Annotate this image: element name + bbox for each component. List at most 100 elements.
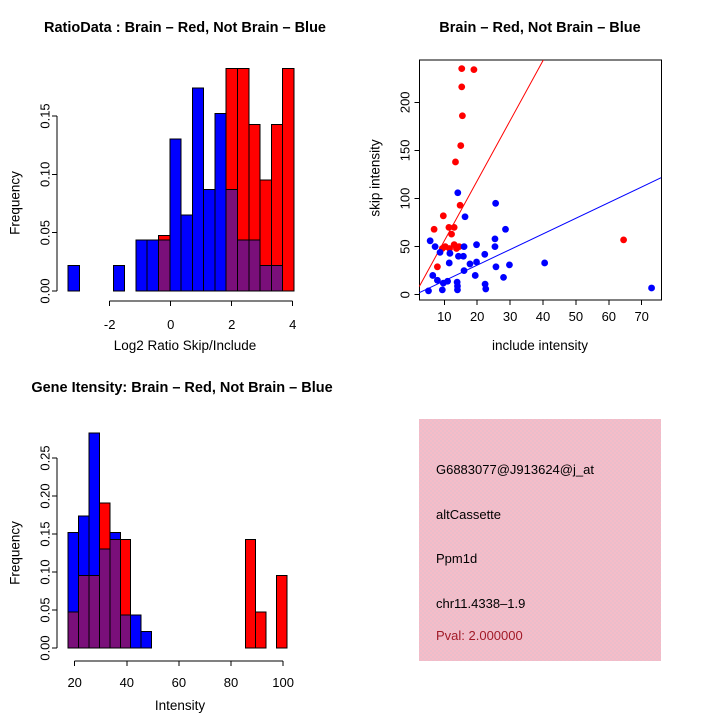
scatter-ylabel: skip intensity: [367, 139, 383, 217]
x-axis: 20 40 60 80 100: [67, 661, 294, 690]
blue-scatter-point: [648, 284, 655, 292]
x-tick-label: 20: [67, 675, 81, 690]
x-tick-label: 50: [569, 309, 583, 324]
y-tick-label: 0.00: [38, 278, 53, 303]
gene-intensity-histogram-panel: 20 40 60 80 100 0.00 0.05 0.10 0.15 0.20 0.25 Gene…: [0, 360, 360, 720]
gene-intensity-histogram-canvas: 20 40 60 80 100 0.00 0.05 0.10 0.15 0.20 0.25: [38, 432, 294, 690]
blue-scatter-point: [455, 252, 462, 260]
y-tick-label: 0.10: [38, 559, 53, 584]
y-tick-label: 0.05: [38, 597, 53, 622]
red-scatter-point: [439, 212, 447, 220]
red-scatter-point: [445, 223, 453, 231]
red-scatter-point: [457, 142, 465, 149]
gene-intensity-histogram-ylabel: Frequency: [7, 521, 23, 585]
blue-scatter-point: [461, 213, 469, 221]
blue-scatter-point: [454, 286, 461, 294]
blue-scatter-point: [492, 263, 500, 271]
splice-type-text: altCassette: [435, 506, 502, 522]
blue-scatter-point: [439, 279, 447, 287]
x-axis: 10 20 30 40 50 60 70: [437, 300, 649, 324]
gene-intensity-histogram-xlabel: Intensity: [154, 698, 206, 713]
overlap-hist-bar: [67, 611, 80, 649]
overlap-hist-bar: [270, 265, 284, 292]
ratio-histogram-ylabel: Frequency: [7, 171, 23, 235]
red-scatter-point: [433, 263, 441, 271]
overlap-hist-bar: [109, 538, 121, 649]
overlap-hist-bar: [225, 188, 238, 292]
x-tick-label: 40: [536, 309, 550, 324]
overlap-hist-bar: [119, 614, 132, 649]
ratio-histogram-canvas: -2 0 2 4 0.00 0.05 0.10 0.15: [38, 68, 296, 332]
red-scatter-point: [448, 230, 455, 238]
plot-box: [418, 59, 663, 301]
y-tick-label: 0.15: [38, 521, 53, 546]
ratio-histogram-panel: -2 0 2 4 0.00 0.05 0.10 0.15 RatioData : Brain …: [0, 0, 360, 360]
x-tick-label: 2: [228, 317, 235, 332]
red-scatter-point: [458, 112, 466, 120]
blue-hist-bar: [214, 112, 227, 292]
blue-scatter-point: [436, 248, 444, 256]
red-scatter-point: [452, 158, 459, 166]
x-tick-label: 0: [167, 317, 174, 332]
red-scatter-point: [458, 65, 466, 73]
gene-name-text: Ppm1d: [435, 550, 478, 566]
blue-scatter-point: [491, 243, 499, 251]
gene-intensity-histogram-title: Gene Itensity: Brain – Red, Not Brain – …: [31, 380, 333, 396]
y-tick-label: 0.20: [38, 483, 53, 508]
y-axis: 0.00 0.05 0.10 0.15 0.20 0.25: [38, 445, 57, 661]
red-scatter-point: [450, 223, 458, 231]
ratio-histogram-title: RatioData : Brain – Red, Not Brain – Blu…: [44, 20, 326, 36]
blue-fit-line: [419, 177, 662, 294]
y-tick-label: 100: [398, 188, 413, 210]
blue-scatter-point: [431, 243, 439, 251]
pval-text: Pval: 2.000000: [435, 628, 523, 644]
y-tick-label: 0.00: [38, 635, 53, 660]
locus-text: chr11.4338–1.9: [435, 596, 526, 612]
blue-hist-bar: [191, 87, 205, 292]
blue-hist-bar: [130, 614, 142, 649]
red-scatter-point: [456, 201, 464, 209]
blue-scatter-point: [473, 241, 480, 249]
blue-hist-bar: [169, 138, 182, 292]
blue-scatter-point: [506, 261, 513, 269]
scatter-panel: 10 20 30 40 50 60 70 0 50 100 150 200 Brain – Red, …: [360, 0, 720, 360]
y-tick-label: 50: [398, 239, 413, 253]
red-hist-bar: [255, 611, 267, 649]
x-axis: -2 0 2 4: [104, 301, 296, 332]
overlap-hist-bar: [78, 575, 90, 649]
x-tick-label: 4: [289, 317, 296, 332]
blue-scatter-point: [492, 199, 500, 207]
red-scatter-point: [458, 83, 466, 91]
x-tick-label: -2: [104, 317, 116, 332]
blue-scatter-point: [460, 243, 468, 251]
scatter-xlabel: include intensity: [491, 338, 589, 353]
overlap-hist-bar: [259, 265, 272, 292]
y-tick-label: 200: [398, 91, 413, 113]
blue-scatter-point: [454, 189, 462, 197]
blue-scatter-point: [500, 273, 507, 281]
scatter-canvas: 10 20 30 40 50 60 70 0 50 100 150 200: [398, 59, 663, 324]
x-tick-label: 30: [503, 309, 517, 324]
info-background-box: G6883077@J913624@j_at altCassette Ppm1d …: [418, 418, 662, 662]
blue-scatter-point: [466, 260, 474, 268]
blue-scatter-point: [502, 225, 509, 233]
blue-hist-bar: [180, 214, 193, 292]
blue-scatter-point: [471, 272, 479, 279]
red-scatter-point: [453, 245, 460, 252]
y-tick-label: 0: [398, 291, 413, 298]
blue-scatter-point: [459, 252, 467, 260]
info-panel: G6883077@J913624@j_at altCassette Ppm1d …: [360, 360, 720, 720]
scatter-title: Brain – Red, Not Brain – Blue: [439, 20, 641, 36]
blue-scatter-point: [446, 249, 454, 257]
x-tick-label: 70: [634, 309, 648, 324]
blue-scatter-point: [482, 285, 490, 293]
y-axis: 0 50 100 150 200: [398, 91, 420, 298]
blue-scatter-point: [460, 267, 468, 275]
ratio-histogram-xlabel: Log2 Ratio Skip/Include: [113, 338, 257, 353]
blue-scatter-point: [541, 259, 549, 267]
blue-scatter-point: [481, 250, 489, 258]
red-scatter-point: [470, 66, 478, 73]
overlap-hist-bar: [88, 575, 100, 649]
y-axis: 0.00 0.05 0.10 0.15: [38, 103, 57, 304]
